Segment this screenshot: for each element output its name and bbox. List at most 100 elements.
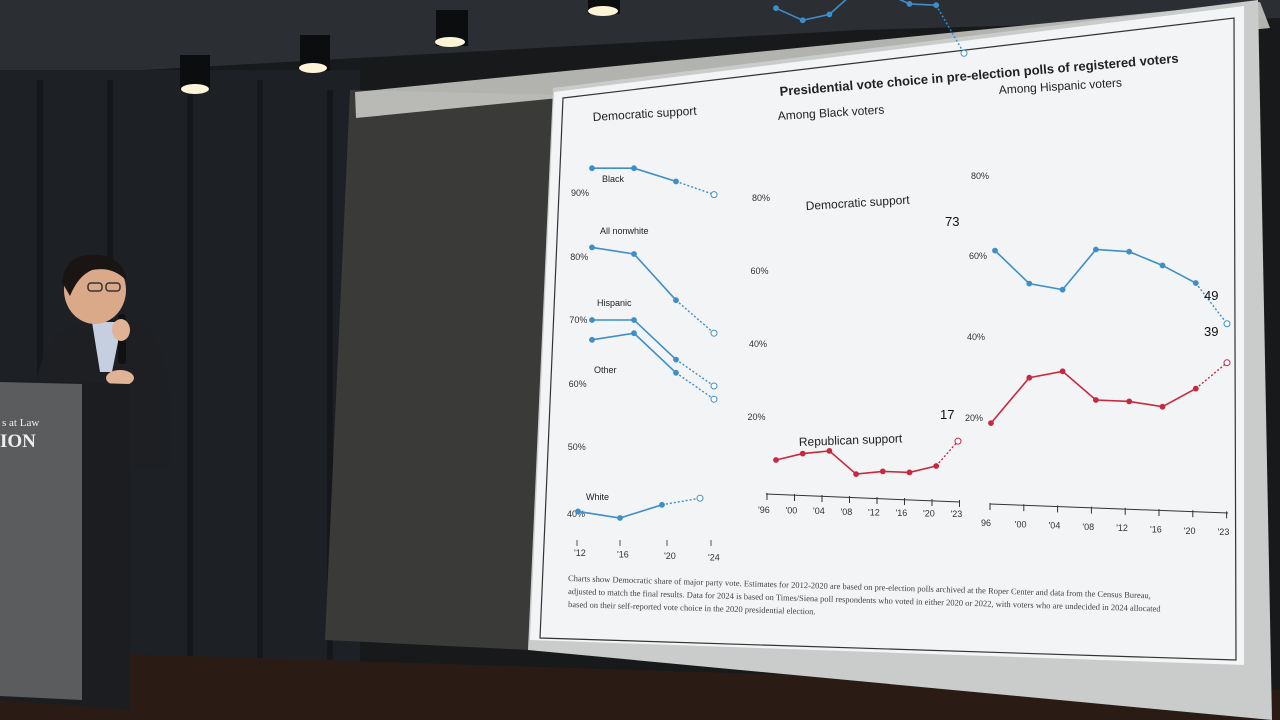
data-point: [1159, 262, 1166, 269]
chart-democratic-support-by-group: Democratic support 90% 80% 70% 60% 50% 40% Blac…: [567, 104, 720, 563]
series-dashed-segment-dem-hispanic: [1195, 282, 1228, 325]
y-tick-label: 70%: [569, 315, 587, 325]
data-point: [673, 297, 679, 304]
series-label: All nonwhite: [600, 226, 649, 236]
speaker-hand: [112, 319, 130, 341]
data-point: [710, 191, 718, 199]
x-tick-label: '12: [574, 548, 586, 558]
data-point: [1093, 246, 1099, 253]
x-tick-label: '16: [896, 508, 908, 518]
series-dashed-segment-dem-black: [935, 4, 965, 54]
x-tick-label: '04: [1049, 521, 1061, 531]
data-point: [1159, 403, 1166, 410]
y-tick-label: 40%: [567, 509, 585, 519]
data-point: [1059, 368, 1066, 375]
y-tick-label: 80%: [971, 171, 989, 181]
series-dashed-segment-group-0: [675, 180, 715, 196]
series-label: White: [586, 492, 609, 502]
data-point: [659, 501, 665, 508]
data-point: [673, 356, 679, 363]
y-tick-label: 60%: [751, 266, 769, 276]
data-point: [1223, 320, 1231, 328]
y-tick-label: 80%: [570, 252, 588, 262]
data-point: [773, 5, 779, 12]
data-point: [589, 165, 595, 172]
data-point: [826, 448, 833, 454]
x-tick-label: '23: [951, 509, 963, 519]
back-wall: [325, 90, 560, 650]
x-tick-label: '12: [868, 507, 880, 517]
x-tick-label: '24: [708, 553, 720, 563]
series-dashed-segment-group-1: [675, 299, 715, 334]
data-point: [879, 468, 886, 475]
x-tick-label: '23: [1218, 527, 1230, 537]
ceiling-lights: [180, 0, 620, 94]
data-point: [710, 382, 718, 390]
data-point: [1026, 374, 1033, 381]
data-point: [906, 0, 913, 7]
speaker-hair: [62, 254, 126, 296]
data-point: [1126, 398, 1133, 405]
y-tick-label: 20%: [965, 413, 983, 423]
end-value-label: 49: [1204, 288, 1218, 303]
data-point: [589, 336, 595, 343]
data-point: [988, 420, 994, 427]
y-tick-label: 60%: [569, 379, 587, 389]
data-point: [589, 317, 595, 323]
data-point: [992, 247, 998, 254]
podium-sign-line: s at Law: [2, 417, 39, 429]
x-tick-label: 96: [981, 518, 991, 528]
series-dashed-segment-rep-hispanic: [1195, 362, 1228, 390]
data-point: [631, 330, 637, 337]
x-axis: [765, 493, 961, 503]
y-tick-label: 40%: [967, 332, 985, 342]
series-label: Hispanic: [597, 298, 632, 308]
end-value-label: 17: [940, 407, 954, 422]
data-point: [853, 471, 859, 478]
data-point: [960, 49, 968, 57]
data-point: [773, 457, 779, 463]
data-point: [696, 494, 704, 502]
data-point: [1223, 359, 1231, 367]
end-value-label: 73: [945, 214, 959, 229]
x-tick-label: '08: [841, 507, 853, 517]
chart-among-black-voters: Among Black voters 80% 60% 40% 20% Democratic…: [748, 0, 968, 519]
data-point: [799, 17, 806, 24]
series-label: Democratic support: [805, 193, 910, 213]
podium: s at Law ION: [0, 380, 130, 710]
slide-border: [539, 17, 1237, 661]
data-point: [1059, 286, 1066, 293]
data-point: [673, 178, 679, 185]
data-point: [631, 317, 637, 323]
y-tick-label: 60%: [969, 251, 987, 261]
data-point: [631, 251, 637, 257]
slide-surface: [530, 6, 1244, 665]
data-point: [1192, 280, 1199, 286]
data-point: [710, 329, 718, 337]
series-dashed-segment-group-4: [661, 497, 701, 506]
data-point: [631, 165, 637, 172]
data-point: [710, 395, 718, 403]
data-point: [589, 244, 595, 251]
x-tick-label: '20: [1184, 526, 1196, 536]
x-tick-label: '00: [786, 506, 798, 516]
y-tick-label: 20%: [748, 412, 766, 422]
x-tick-label: '20: [664, 551, 676, 561]
data-point: [954, 437, 962, 445]
series-label: Other: [594, 365, 617, 375]
chart-title: Among Black voters: [777, 103, 884, 123]
y-tick-label: 90%: [571, 188, 589, 198]
data-point: [617, 515, 623, 521]
podium-sign-line: ION: [0, 431, 36, 452]
x-tick-label: '04: [813, 506, 825, 516]
data-point: [1126, 248, 1133, 255]
data-point: [1093, 397, 1099, 403]
data-point: [933, 2, 940, 9]
data-point: [673, 369, 679, 376]
podium-front: [0, 382, 82, 700]
data-point: [1192, 385, 1199, 392]
x-tick-label: '08: [1082, 522, 1094, 532]
stage-floor: [0, 650, 1280, 720]
y-tick-label: 80%: [752, 193, 770, 203]
